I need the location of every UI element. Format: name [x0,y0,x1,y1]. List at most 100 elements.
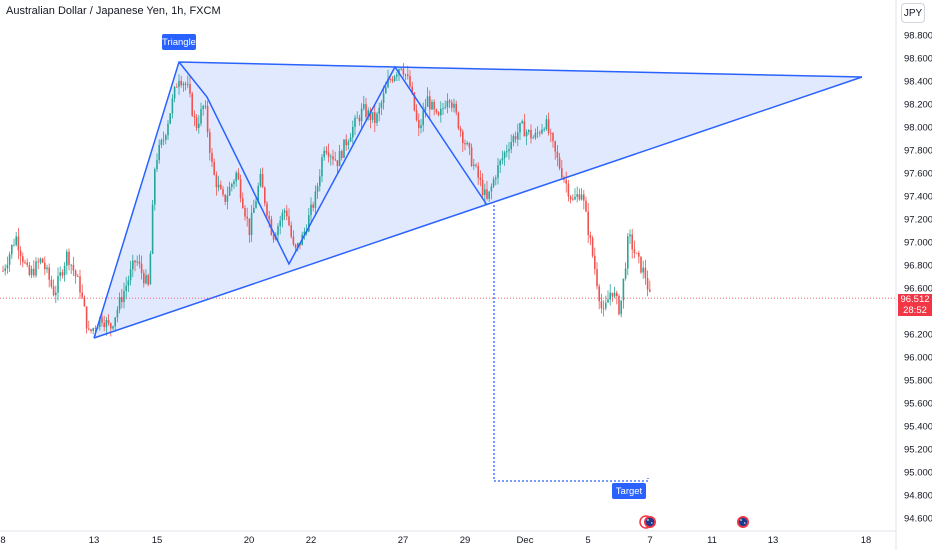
candle-body [231,184,233,187]
candle-body [35,261,37,276]
candle-body [308,215,310,232]
candle-body [154,169,156,205]
candle-body [415,110,418,121]
x-tick-label: 8 [0,535,5,546]
candle-body [431,101,433,110]
candle-body [341,151,343,158]
candle-body [506,151,508,153]
candle-body [123,291,125,303]
candle-body [633,249,636,253]
candle-body [457,112,460,129]
candle-body [44,262,46,270]
candle-body [475,164,477,166]
candle-body [19,250,22,257]
last-price-value: 96.512 [900,294,930,305]
candle-body [332,156,334,160]
candle-body [539,132,541,134]
candle-body [543,129,545,130]
y-tick-label: 98.400 [904,77,932,88]
candle-body [66,251,68,266]
candle-body [437,112,440,116]
triangle-label[interactable]: Triangle [162,34,196,50]
x-tick-label: 11 [707,535,717,546]
candle-body [569,196,572,200]
candle-body [118,297,121,310]
candle-body [501,158,504,161]
candle-body [173,86,176,99]
candle-body [33,268,35,276]
candle-body [347,141,350,146]
candle-body [378,107,380,114]
candle-body [477,165,479,178]
candle-body [528,130,530,133]
candle-body [589,235,592,238]
candle-body [107,319,110,324]
candle-body [600,301,603,309]
candle-body [272,235,275,240]
candle-body [413,92,416,111]
candle-body [547,119,550,134]
y-tick-label: 98.000 [904,123,932,134]
candle-body [620,300,622,315]
candle-body [609,292,611,300]
candle-body [239,179,242,199]
candle-body [41,258,44,263]
candle-body [640,256,642,273]
flag-australia-icon[interactable] [639,515,656,529]
candle-body [26,262,28,266]
candle-body [167,123,169,136]
candle-body [248,218,251,235]
candle-body [479,177,482,180]
candle-body [46,267,48,270]
candle-body [468,142,471,148]
candle-body [534,133,537,138]
y-tick-label: 96.600 [904,284,932,295]
candle-body [189,84,191,94]
candle-body [497,165,499,178]
candle-body [193,115,196,118]
candle-body [391,79,394,81]
candle-body [565,179,567,184]
triangle-upper-line[interactable] [93,61,863,339]
candle-body [57,276,59,293]
candle-body [532,137,534,139]
candle-body [336,160,339,167]
currency-button[interactable]: JPY [901,3,925,23]
candle-body [510,142,512,150]
last-price-tag: 96.512 28:52 [898,294,932,316]
candle-body [200,109,202,124]
candle-body [224,194,226,202]
flag-australia-icon[interactable] [737,516,749,528]
candle-body [228,186,231,196]
candle-body [567,183,570,197]
candle-body [176,86,178,88]
y-tick-label: 95.600 [904,399,932,410]
triangle-label-bg [162,34,196,50]
candle-body [4,268,6,271]
candle-body [292,236,295,245]
target-label[interactable]: Target [612,483,646,499]
candle-body [363,104,365,109]
target-projection-line[interactable] [493,205,649,482]
y-tick-label: 97.200 [904,215,932,226]
candle-body [85,306,88,329]
candle-body [145,275,147,284]
candle-body [613,292,616,297]
candle-body [508,149,510,152]
triangle-lower-line[interactable] [93,76,863,339]
candle-body [387,79,389,88]
candle-body [233,181,235,185]
candle-body [134,260,136,263]
candle-body [266,203,268,216]
candle-body [147,275,149,285]
candle-body [360,108,363,122]
candle-body [28,265,31,275]
candle-body [283,210,286,213]
candle-body [81,292,83,297]
candle-body [268,215,270,220]
candle-body [442,107,444,109]
candle-body [607,299,609,303]
candle-body [642,267,644,273]
triangle-zigzag-line[interactable] [178,61,488,266]
